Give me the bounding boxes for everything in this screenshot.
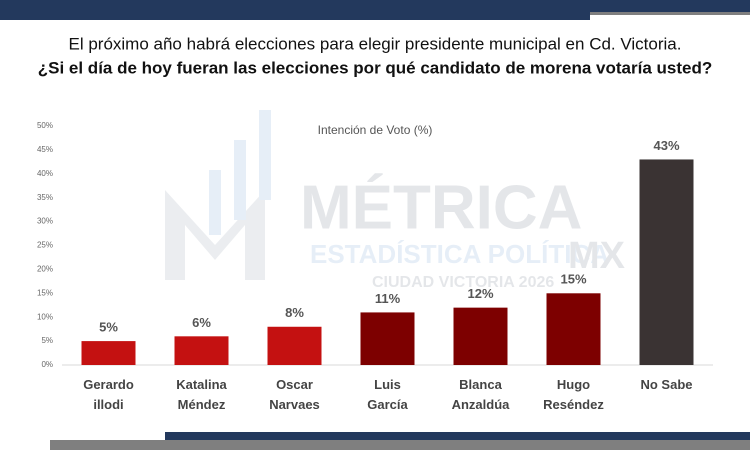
y-tick-label: 15% xyxy=(37,288,53,297)
logo xyxy=(209,110,271,235)
bar xyxy=(453,307,508,365)
watermark-line: ESTADÍSTICA POLÍTICA xyxy=(310,239,609,269)
bar xyxy=(267,326,322,365)
subtitle: ¿Si el día de hoy fueran las elecciones … xyxy=(38,58,713,77)
value-label: 8% xyxy=(285,305,304,320)
top-band xyxy=(590,12,750,15)
chart-title: Intención de Voto (%) xyxy=(318,123,433,137)
x-tick-label: Blanca Anzaldúa xyxy=(451,377,510,412)
y-tick-label: 25% xyxy=(37,241,53,250)
watermark-tagline: CIUDAD VICTORIA 2026 xyxy=(372,274,554,291)
bar xyxy=(546,293,601,365)
x-tick-label: Luis García xyxy=(367,377,408,412)
x-tick-label: Oscar Narvaes xyxy=(269,377,320,412)
bar xyxy=(174,336,229,365)
y-tick-label: 45% xyxy=(37,145,53,154)
bar xyxy=(639,159,694,365)
watermark: MÉTRICA ESTADÍSTICA POLÍTICA MX CIUDAD V… xyxy=(165,110,626,291)
y-tick-label: 35% xyxy=(37,193,53,202)
value-label: 5% xyxy=(99,320,118,335)
top-band xyxy=(0,0,750,12)
y-tick-label: 30% xyxy=(37,217,53,226)
bottom-band xyxy=(50,440,750,450)
value-label: 12% xyxy=(467,286,493,301)
y-tick-label: 50% xyxy=(37,121,53,130)
y-tick-label: 20% xyxy=(37,265,53,274)
x-tick-label: Gerardo illodi xyxy=(83,377,134,412)
y-tick-label: 40% xyxy=(37,169,53,178)
bottom-band xyxy=(165,432,750,440)
top-band xyxy=(0,12,590,20)
value-label: 15% xyxy=(560,272,586,287)
title: El próximo año habrá elecciones para ele… xyxy=(69,34,682,53)
x-tick-label: Hugo Reséndez xyxy=(543,377,604,412)
bar xyxy=(81,341,136,365)
y-tick-label: 0% xyxy=(41,360,53,369)
value-label: 6% xyxy=(192,315,211,330)
x-tick-label: Katalina Méndez xyxy=(176,377,227,412)
value-label: 11% xyxy=(375,291,401,306)
logo xyxy=(165,190,265,280)
value-label: 43% xyxy=(653,138,679,153)
bar xyxy=(360,312,415,365)
y-tick-label: 5% xyxy=(41,336,53,345)
x-tick-label: No Sabe xyxy=(640,377,693,392)
watermark-brand: MÉTRICA xyxy=(300,173,582,242)
watermark-suffix: MX xyxy=(568,235,626,277)
y-tick-label: 10% xyxy=(37,312,53,321)
